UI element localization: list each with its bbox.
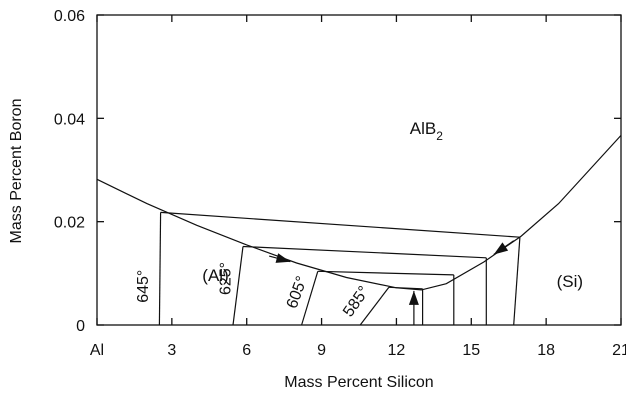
x-axis-title: Mass Percent Silicon (284, 374, 433, 391)
annotation-text: AlB (410, 119, 436, 138)
region-label: (Si) (557, 272, 583, 291)
diagram-lines (96, 134, 622, 326)
isotherm-line (232, 246, 244, 326)
y-tick-label: 0.04 (54, 111, 85, 128)
isotherm-line (158, 212, 162, 326)
region-label: AlB2 (410, 119, 443, 143)
x-tick-label: Al (90, 342, 104, 359)
plot-frame (96, 14, 622, 326)
arrowhead (408, 290, 419, 305)
y-tick-label: 0 (76, 318, 85, 335)
isotherm-temperature-label: 645° (135, 270, 152, 303)
x-tick-label: 18 (537, 342, 555, 359)
x-tick-label: 12 (388, 342, 406, 359)
annotation-text: 625° (217, 262, 234, 295)
y-axis-title: Mass Percent Boron (8, 99, 25, 244)
y-tick-labels: 0 0.02 0.04 0.06 (54, 8, 85, 335)
annotation-text: 645° (135, 270, 152, 303)
annotation-text: (Si) (557, 272, 583, 291)
x-tick-labels: Al 3 6 9 12 15 18 21 (90, 342, 626, 359)
x-tick-label: 15 (462, 342, 480, 359)
liquidus-boundary-curve (96, 134, 622, 291)
annotation-text: (Al) (202, 266, 228, 285)
axis-ticks (96, 14, 622, 326)
x-tick-label: 6 (242, 342, 251, 359)
isotherm-line (513, 237, 521, 326)
diagram-annotations: AlB2(Al) (Si)645° 625° 605° 585° (135, 119, 583, 320)
y-tick-label: 0.02 (54, 215, 85, 232)
arrowhead (493, 242, 509, 255)
arrowhead (275, 253, 291, 263)
tie-line (160, 211, 520, 238)
region-label: (Al) (202, 266, 228, 285)
y-tick-label: 0.06 (54, 8, 85, 25)
tie-line (242, 245, 487, 259)
tie-line (317, 270, 454, 276)
tie-line (388, 286, 423, 290)
x-tick-label: 3 (167, 342, 176, 359)
isotherm-line (359, 286, 390, 326)
isotherm-temperature-label: 625° (217, 262, 234, 295)
x-tick-label: 21 (612, 342, 626, 359)
x-tick-label: 9 (317, 342, 326, 359)
annotation-subscript: 2 (436, 129, 443, 143)
isotherm-line (301, 271, 319, 326)
